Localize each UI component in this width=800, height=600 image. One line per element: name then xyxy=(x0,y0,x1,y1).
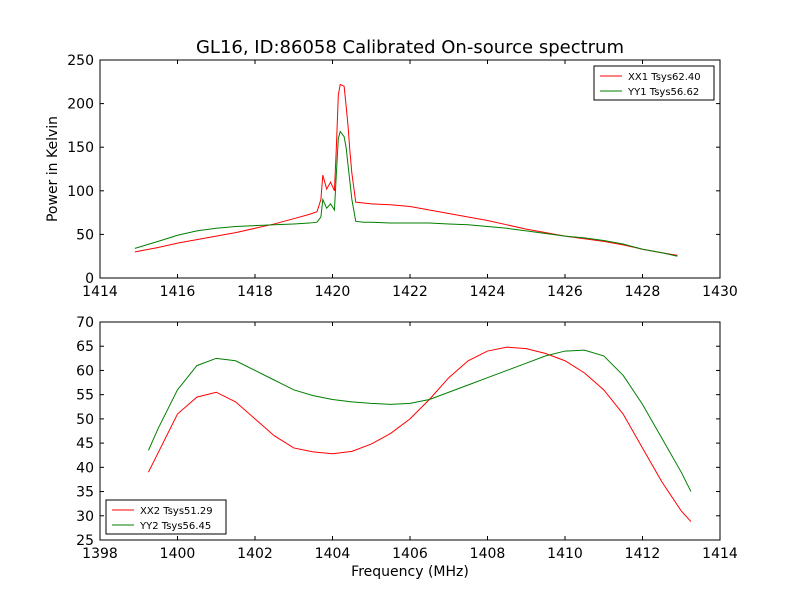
x-tick-label-bottom-3: 1404 xyxy=(315,546,351,562)
legend-label-top-0: XX1 Tsys62.40 xyxy=(628,72,701,83)
y-tick-label-top-4: 200 xyxy=(67,97,94,113)
bottom-panel: 1398 1400 1402 1404 1406 1408 1410 1412 1414 25 30… xyxy=(76,315,738,562)
x-tick-label-top-2: 1418 xyxy=(237,284,273,300)
y-tick-label-top-5: 250 xyxy=(67,53,94,69)
series-line-bottom-0 xyxy=(147,346,692,522)
legend-bottom: XX2 Tsys51.29 YY2 Tsys56.45 xyxy=(105,499,227,535)
x-tick-label-bottom-1: 1400 xyxy=(160,546,196,562)
x-tick-label-bottom-2: 1402 xyxy=(237,546,273,562)
legend-box-top xyxy=(593,65,715,101)
x-tick-label-bottom-4: 1406 xyxy=(392,546,428,562)
legend-box-bottom xyxy=(105,499,227,535)
y-tick-label-bottom-0: 25 xyxy=(76,533,94,549)
x-tick-label-top-5: 1424 xyxy=(470,284,506,300)
y-tick-label-bottom-8: 65 xyxy=(76,339,94,355)
y-tick-label-bottom-9: 70 xyxy=(76,315,94,331)
y-tick-label-top-0: 0 xyxy=(85,271,94,287)
x-tick-label-bottom-7: 1412 xyxy=(625,546,661,562)
x-tick-label-top-7: 1428 xyxy=(625,284,661,300)
y-tick-label-top-2: 100 xyxy=(67,184,94,200)
series-line-bottom-1 xyxy=(147,349,692,492)
y-tick-label-bottom-3: 40 xyxy=(76,460,94,476)
y-tick-label-bottom-1: 30 xyxy=(76,509,94,525)
y-tick-label-bottom-2: 35 xyxy=(76,485,94,501)
y-axis-label-top: Power in Kelvin xyxy=(45,116,61,222)
x-tick-label-top-8: 1430 xyxy=(702,284,738,300)
x-tick-label-top-4: 1422 xyxy=(392,284,428,300)
chart-title: GL16, ID:86058 Calibrated On-source spec… xyxy=(196,37,624,58)
x-tick-label-bottom-5: 1408 xyxy=(470,546,506,562)
y-tick-label-top-3: 150 xyxy=(67,140,94,156)
legend-label-bottom-0: XX2 Tsys51.29 xyxy=(140,506,213,517)
x-tick-label-bottom-6: 1410 xyxy=(547,546,583,562)
y-tick-label-bottom-4: 45 xyxy=(76,436,94,452)
x-tick-label-top-6: 1426 xyxy=(547,284,583,300)
x-tick-label-top-3: 1420 xyxy=(315,284,351,300)
legend-label-bottom-1: YY2 Tsys56.45 xyxy=(139,521,211,532)
x-tick-label-top-0: 1414 xyxy=(82,284,118,300)
x-tick-label-bottom-0: 1398 xyxy=(82,546,118,562)
x-tick-label-top-1: 1416 xyxy=(160,284,196,300)
x-tick-label-bottom-8: 1414 xyxy=(702,546,738,562)
x-axis-label-bottom: Frequency (MHz) xyxy=(351,564,469,580)
y-tick-label-top-1: 50 xyxy=(76,227,94,243)
legend-top: XX1 Tsys62.40 YY1 Tsys56.62 xyxy=(593,65,715,101)
y-tick-label-bottom-6: 55 xyxy=(76,388,94,404)
series-line-top-0 xyxy=(134,83,678,256)
y-tick-label-bottom-7: 60 xyxy=(76,363,94,379)
legend-label-top-1: YY1 Tsys56.62 xyxy=(627,87,699,98)
series-line-top-1 xyxy=(134,130,678,257)
y-tick-label-bottom-5: 50 xyxy=(76,412,94,428)
top-panel: 1414 1416 1418 1420 1422 1424 1426 1428 1430 0 50 1… xyxy=(67,53,738,300)
